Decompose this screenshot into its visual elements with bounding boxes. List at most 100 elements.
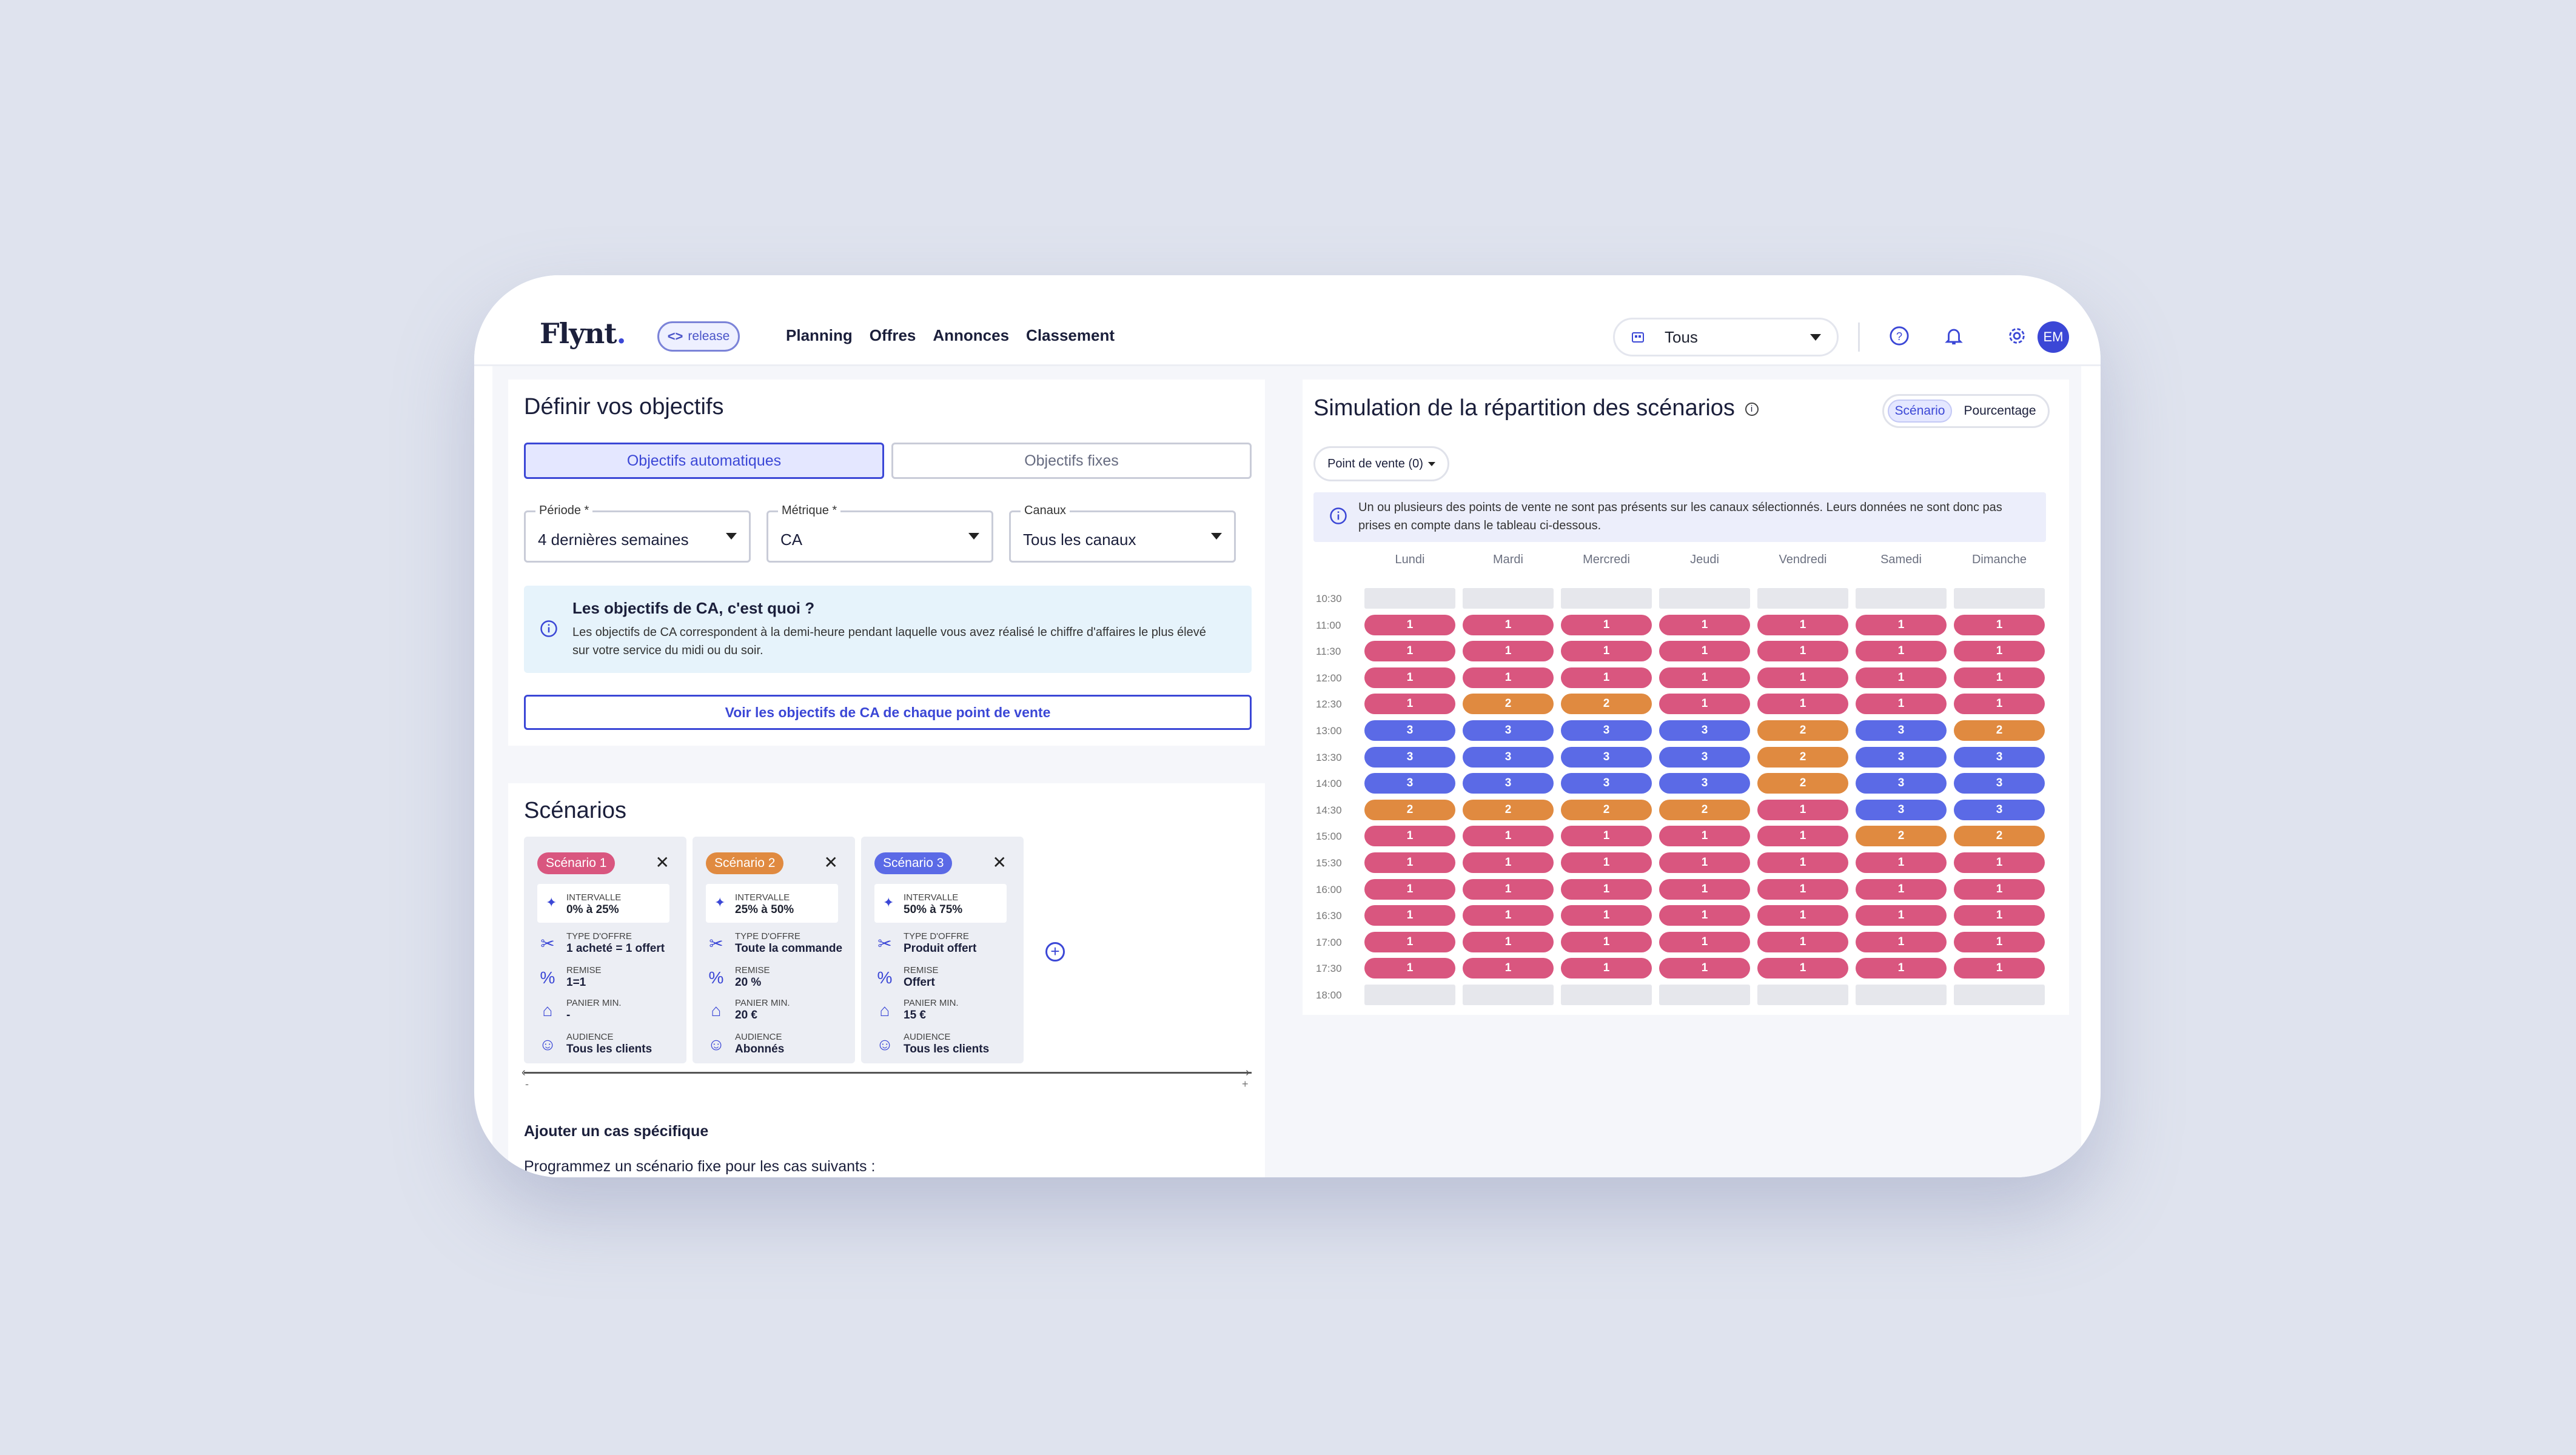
schedule-cell[interactable]: 1: [1856, 931, 1947, 952]
interval-box[interactable]: ✦ INTERVALLE 25% à 50%: [706, 884, 838, 923]
tab-objectifs-fixes[interactable]: Objectifs fixes: [891, 443, 1252, 479]
schedule-cell[interactable]: 1: [1659, 614, 1750, 635]
schedule-cell[interactable]: 1: [1364, 931, 1455, 952]
schedule-cell[interactable]: 1: [1659, 667, 1750, 688]
schedule-cell[interactable]: 3: [1561, 773, 1652, 794]
schedule-cell[interactable]: 2: [1364, 799, 1455, 820]
schedule-cell-empty[interactable]: [1757, 588, 1848, 609]
schedule-cell[interactable]: 3: [1463, 720, 1554, 741]
nav-item-classement[interactable]: Classement: [1026, 326, 1115, 344]
schedule-cell[interactable]: 1: [1364, 852, 1455, 873]
schedule-cell[interactable]: 2: [1954, 826, 2045, 847]
schedule-cell[interactable]: 1: [1364, 667, 1455, 688]
schedule-cell[interactable]: 1: [1659, 878, 1750, 900]
schedule-cell[interactable]: 1: [1659, 826, 1750, 847]
scenario-range-axis[interactable]: [524, 1072, 1252, 1074]
scenario-card-3[interactable]: Scénario 3 ✕ ✦ INTERVALLE 50% à 75% ✂ TYP…: [861, 837, 1024, 1063]
schedule-cell-empty[interactable]: [1954, 985, 2045, 1005]
schedule-cell-empty[interactable]: [1757, 985, 1848, 1005]
periode-select[interactable]: Période * 4 dernières semaines: [524, 504, 751, 563]
close-icon[interactable]: ✕: [992, 853, 1007, 872]
schedule-cell[interactable]: 3: [1954, 746, 2045, 768]
schedule-cell[interactable]: 1: [1364, 641, 1455, 662]
schedule-cell[interactable]: 1: [1856, 958, 1947, 979]
schedule-cell[interactable]: 1: [1659, 958, 1750, 979]
schedule-cell[interactable]: 3: [1659, 720, 1750, 741]
nav-item-offres[interactable]: Offres: [869, 326, 916, 344]
schedule-cell[interactable]: 2: [1561, 799, 1652, 820]
schedule-cell[interactable]: 1: [1954, 958, 2045, 979]
schedule-cell[interactable]: 1: [1954, 931, 2045, 952]
schedule-cell[interactable]: 3: [1659, 746, 1750, 768]
schedule-cell[interactable]: 1: [1364, 958, 1455, 979]
interval-box[interactable]: ✦ INTERVALLE 50% à 75%: [874, 884, 1007, 923]
schedule-cell[interactable]: 1: [1463, 641, 1554, 662]
schedule-cell[interactable]: 1: [1856, 852, 1947, 873]
schedule-cell[interactable]: 1: [1364, 694, 1455, 715]
schedule-cell[interactable]: 3: [1856, 746, 1947, 768]
toggle-pourcentage[interactable]: Pourcentage: [1964, 404, 2036, 418]
schedule-cell[interactable]: 1: [1561, 641, 1652, 662]
schedule-cell[interactable]: 1: [1463, 826, 1554, 847]
schedule-cell[interactable]: 1: [1561, 958, 1652, 979]
schedule-cell[interactable]: 2: [1954, 720, 2045, 741]
schedule-cell[interactable]: 1: [1561, 826, 1652, 847]
schedule-cell[interactable]: 3: [1364, 746, 1455, 768]
metrique-select[interactable]: Métrique * CA: [766, 504, 993, 563]
interval-box[interactable]: ✦ INTERVALLE 0% à 25%: [537, 884, 669, 923]
schedule-cell[interactable]: 1: [1757, 852, 1848, 873]
schedule-cell-empty[interactable]: [1659, 985, 1750, 1005]
schedule-cell[interactable]: 3: [1463, 773, 1554, 794]
schedule-cell[interactable]: 1: [1463, 878, 1554, 900]
schedule-cell[interactable]: 1: [1463, 905, 1554, 926]
schedule-cell-empty[interactable]: [1954, 588, 2045, 609]
schedule-cell[interactable]: 1: [1757, 694, 1848, 715]
schedule-cell[interactable]: 1: [1463, 614, 1554, 635]
schedule-cell[interactable]: 1: [1954, 641, 2045, 662]
schedule-cell[interactable]: 1: [1757, 905, 1848, 926]
add-scenario-icon[interactable]: +: [1045, 942, 1065, 962]
schedule-cell[interactable]: 3: [1364, 773, 1455, 794]
schedule-cell[interactable]: 1: [1757, 667, 1848, 688]
schedule-cell[interactable]: 1: [1757, 614, 1848, 635]
schedule-cell-empty[interactable]: [1463, 985, 1554, 1005]
schedule-cell[interactable]: 1: [1954, 852, 2045, 873]
schedule-cell[interactable]: 1: [1757, 878, 1848, 900]
schedule-cell[interactable]: 1: [1561, 878, 1652, 900]
schedule-cell[interactable]: 2: [1856, 826, 1947, 847]
schedule-cell[interactable]: 1: [1659, 852, 1750, 873]
schedule-cell[interactable]: 1: [1561, 614, 1652, 635]
schedule-cell[interactable]: 1: [1757, 931, 1848, 952]
schedule-cell[interactable]: 1: [1757, 641, 1848, 662]
schedule-cell[interactable]: 3: [1856, 720, 1947, 741]
schedule-cell[interactable]: 1: [1856, 614, 1947, 635]
close-icon[interactable]: ✕: [655, 853, 669, 872]
schedule-cell-empty[interactable]: [1364, 588, 1455, 609]
schedule-cell[interactable]: 1: [1659, 641, 1750, 662]
schedule-cell[interactable]: 3: [1561, 746, 1652, 768]
schedule-cell[interactable]: 1: [1856, 641, 1947, 662]
voir-objectifs-button[interactable]: Voir les objectifs de CA de chaque point…: [524, 695, 1252, 730]
schedule-cell-empty[interactable]: [1561, 985, 1652, 1005]
schedule-cell[interactable]: 1: [1561, 852, 1652, 873]
schedule-cell[interactable]: 3: [1561, 720, 1652, 741]
schedule-cell[interactable]: 1: [1561, 667, 1652, 688]
help-icon[interactable]: ?: [1887, 324, 1911, 348]
schedule-cell[interactable]: 2: [1659, 799, 1750, 820]
schedule-cell[interactable]: 1: [1757, 826, 1848, 847]
schedule-cell[interactable]: 2: [1757, 773, 1848, 794]
flynt-logo[interactable]: Flynt.: [540, 317, 626, 350]
close-icon[interactable]: ✕: [823, 853, 838, 872]
schedule-cell-empty[interactable]: [1364, 985, 1455, 1005]
schedule-cell-empty[interactable]: [1463, 588, 1554, 609]
schedule-cell[interactable]: 1: [1364, 826, 1455, 847]
schedule-cell-empty[interactable]: [1856, 985, 1947, 1005]
schedule-cell[interactable]: 1: [1954, 878, 2045, 900]
schedule-cell[interactable]: 1: [1561, 931, 1652, 952]
schedule-cell[interactable]: 1: [1954, 694, 2045, 715]
schedule-cell[interactable]: 1: [1954, 905, 2045, 926]
schedule-cell[interactable]: 1: [1856, 667, 1947, 688]
schedule-cell[interactable]: 2: [1757, 720, 1848, 741]
schedule-cell-empty[interactable]: [1561, 588, 1652, 609]
schedule-cell[interactable]: 1: [1364, 614, 1455, 635]
